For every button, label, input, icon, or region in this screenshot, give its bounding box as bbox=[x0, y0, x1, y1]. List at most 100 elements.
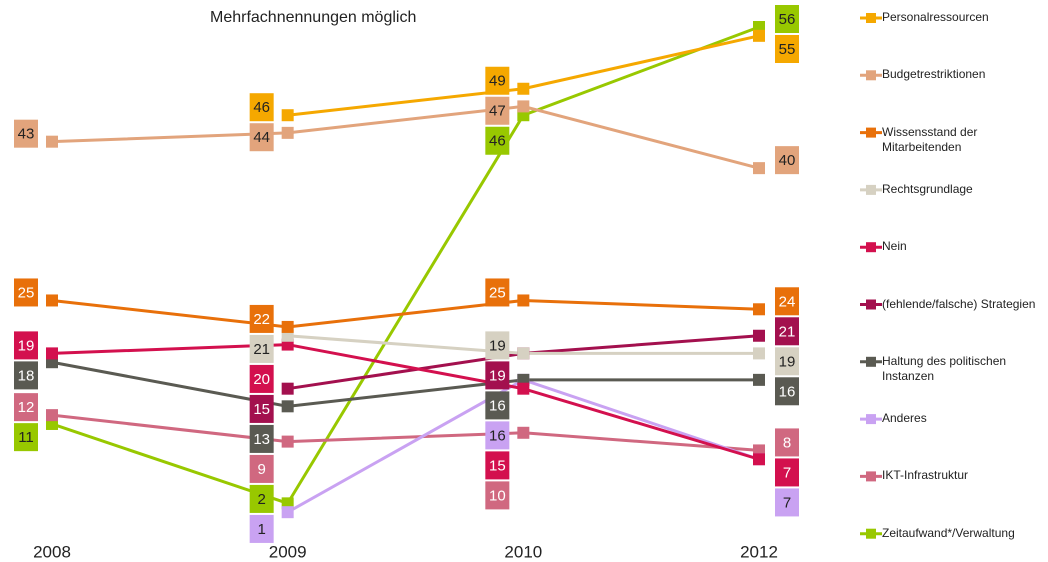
legend-marker bbox=[866, 356, 876, 367]
point-marker bbox=[281, 400, 294, 413]
value-label: 7 bbox=[783, 464, 791, 481]
legend-marker bbox=[866, 471, 876, 482]
value-label: 15 bbox=[253, 401, 270, 418]
label-box bbox=[249, 334, 274, 363]
point-marker bbox=[517, 294, 530, 307]
value-label: 24 bbox=[779, 293, 796, 310]
label-box bbox=[775, 35, 799, 63]
value-label: 40 bbox=[779, 152, 796, 169]
value-label: 19 bbox=[779, 353, 796, 370]
label-box bbox=[485, 331, 510, 360]
legend-marker bbox=[866, 70, 876, 81]
value-label: 9 bbox=[257, 461, 265, 478]
value-label: 49 bbox=[489, 73, 506, 90]
label-box bbox=[249, 454, 274, 483]
value-label: 10 bbox=[489, 487, 506, 504]
point-marker bbox=[46, 409, 58, 422]
legend-label: Haltung des politischen Instanzen bbox=[882, 353, 1007, 383]
legend-label: Anderes bbox=[882, 411, 927, 426]
point-marker bbox=[753, 162, 765, 175]
value-label: 16 bbox=[489, 427, 506, 444]
legend-label: Budgetrestriktionen bbox=[882, 67, 986, 82]
value-label: 2 bbox=[257, 491, 265, 508]
point-marker bbox=[281, 506, 294, 519]
value-label: 21 bbox=[253, 341, 270, 358]
point-marker bbox=[281, 109, 294, 122]
value-label: 25 bbox=[18, 284, 35, 301]
legend-label: Nein bbox=[882, 239, 907, 254]
point-marker bbox=[517, 347, 530, 360]
label-box bbox=[775, 488, 799, 517]
legend-marker bbox=[866, 414, 876, 425]
label-box bbox=[485, 278, 510, 307]
legend-label: Wissensstand der Mitarbeitenden bbox=[882, 124, 978, 154]
label-box bbox=[775, 146, 799, 175]
legend-marker bbox=[866, 13, 876, 23]
label-box bbox=[485, 481, 510, 510]
label-box bbox=[14, 278, 38, 307]
legend-marker bbox=[866, 184, 876, 195]
label-box bbox=[249, 364, 274, 393]
legend-marker bbox=[866, 127, 876, 138]
value-label: 46 bbox=[253, 99, 270, 116]
point-marker bbox=[281, 382, 294, 395]
value-label: 56 bbox=[779, 11, 796, 28]
label-box bbox=[485, 126, 510, 155]
label-box bbox=[249, 484, 274, 513]
value-label: 16 bbox=[489, 397, 506, 414]
point-marker bbox=[753, 347, 765, 360]
label-box bbox=[775, 377, 799, 406]
x-tick-label: 2009 bbox=[269, 542, 307, 561]
value-label: 21 bbox=[779, 323, 796, 340]
label-box bbox=[249, 514, 274, 543]
point-marker bbox=[753, 373, 765, 386]
value-label: 19 bbox=[489, 367, 506, 384]
point-marker bbox=[753, 329, 765, 342]
point-marker bbox=[517, 100, 530, 113]
value-label: 18 bbox=[18, 367, 35, 384]
label-box bbox=[249, 394, 274, 423]
value-label: 47 bbox=[489, 103, 506, 120]
label-box bbox=[14, 423, 38, 452]
legend-label: IKT-Infrastruktur bbox=[882, 468, 969, 483]
label-box bbox=[775, 317, 799, 346]
point-marker bbox=[46, 135, 58, 148]
value-label: 22 bbox=[253, 311, 270, 328]
point-marker bbox=[281, 320, 294, 333]
label-box bbox=[775, 347, 799, 376]
value-label: 13 bbox=[253, 431, 270, 448]
series-line bbox=[51, 298, 760, 329]
point-marker bbox=[517, 426, 530, 439]
point-marker bbox=[753, 453, 765, 466]
series-line bbox=[51, 343, 760, 461]
legend-label: Rechtsgrundlage bbox=[882, 181, 973, 196]
series-line bbox=[51, 413, 760, 452]
value-label: 43 bbox=[18, 126, 35, 143]
value-label: 19 bbox=[18, 337, 35, 354]
point-marker bbox=[753, 29, 765, 42]
point-marker bbox=[753, 303, 765, 316]
x-tick-label: 2012 bbox=[740, 542, 778, 561]
label-box bbox=[485, 361, 510, 390]
point-marker bbox=[517, 82, 530, 95]
point-marker bbox=[517, 382, 530, 395]
value-label: 8 bbox=[783, 434, 791, 451]
value-label: 55 bbox=[779, 41, 796, 58]
label-box bbox=[14, 119, 38, 148]
label-box bbox=[485, 96, 510, 125]
x-tick-label: 2008 bbox=[33, 542, 71, 561]
legend-label: Personalressourcen bbox=[882, 10, 989, 24]
value-label: 44 bbox=[253, 129, 270, 146]
label-box bbox=[249, 93, 274, 122]
value-label: 15 bbox=[489, 457, 506, 474]
series-line bbox=[51, 25, 760, 506]
legend-label: (fehlende/falsche) Strategien bbox=[882, 296, 1036, 311]
legend-label: Zeitaufwand*/Verwaltung bbox=[882, 525, 1015, 540]
legend-marker bbox=[866, 528, 876, 539]
legend-marker bbox=[866, 242, 876, 253]
value-label: 46 bbox=[489, 133, 506, 150]
label-box bbox=[249, 123, 274, 152]
point-marker bbox=[46, 294, 58, 307]
subtitle: Mehrfachnennungen möglich bbox=[210, 9, 416, 26]
